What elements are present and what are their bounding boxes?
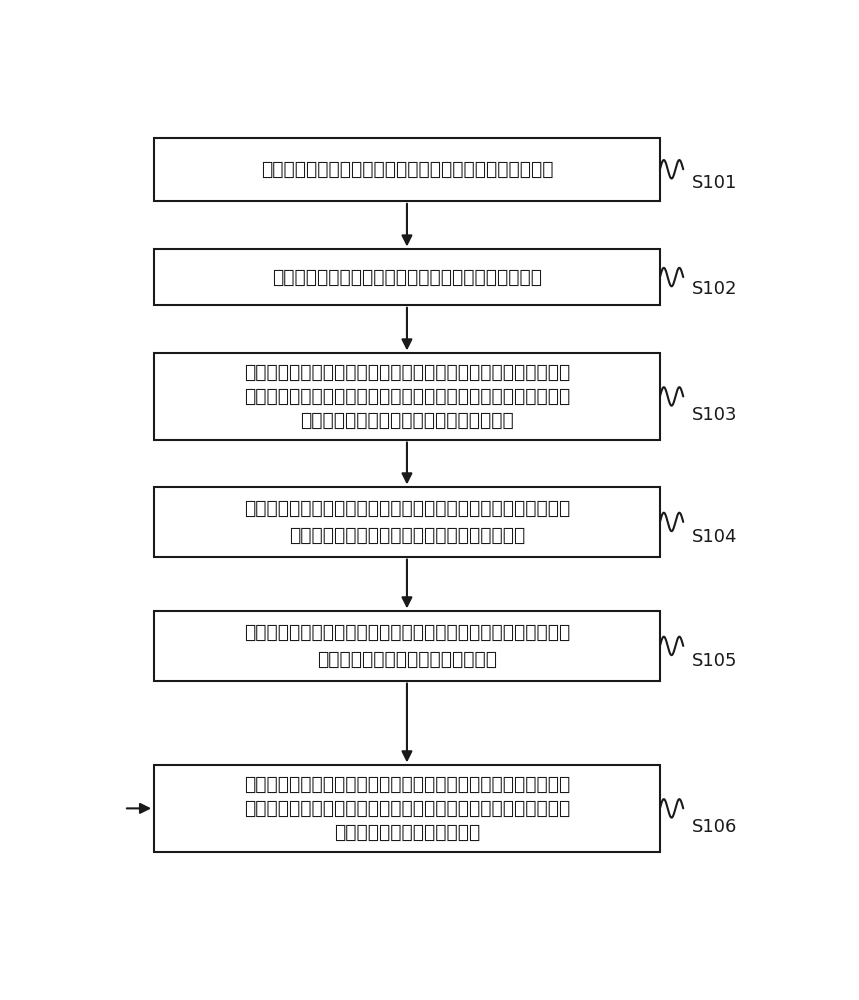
Text: S104: S104 bbox=[691, 528, 737, 546]
Bar bbox=[154, 249, 660, 305]
Text: 若所述车辆环境温度小于所述第二预设环境温度阈值，则进一步判: 若所述车辆环境温度小于所述第二预设环境温度阈值，则进一步判 bbox=[244, 499, 570, 518]
Bar bbox=[154, 487, 660, 557]
Bar bbox=[154, 765, 660, 852]
Text: 述车辆环境温度是否小于第二预设环境温度阈值，所述第二预设环: 述车辆环境温度是否小于第二预设环境温度阈值，所述第二预设环 bbox=[244, 387, 570, 406]
Text: 境温度阈值大于所述第一预设环境温度阈值: 境温度阈值大于所述第一预设环境温度阈值 bbox=[300, 411, 514, 430]
Text: 第二车速阈值，则控制所述电子风扇开启低速档模式，所述第二车: 第二车速阈值，则控制所述电子风扇开启低速档模式，所述第二车 bbox=[244, 799, 570, 818]
Text: S102: S102 bbox=[691, 280, 737, 298]
Text: 当空调处于制冷模式时，获取车辆环境温度和空调系统压力: 当空调处于制冷模式时，获取车辆环境温度和空调系统压力 bbox=[260, 160, 553, 179]
Text: 若所述空调系统压力小于所述第一预设压力阈值，且当前车速小于: 若所述空调系统压力小于所述第一预设压力阈值，且当前车速小于 bbox=[244, 775, 570, 794]
Text: 断所述空调系统压力是否小于第一预设压力阈值: 断所述空调系统压力是否小于第一预设压力阈值 bbox=[289, 526, 525, 545]
Text: S101: S101 bbox=[691, 174, 737, 192]
Text: 第一车速阈值，则关闭所述电子风扇: 第一车速阈值，则关闭所述电子风扇 bbox=[317, 650, 497, 669]
Bar bbox=[154, 353, 660, 440]
Bar bbox=[154, 611, 660, 681]
Text: 若所述车辆环境温度大于第一预设环境温度阈值，则进一步判断所: 若所述车辆环境温度大于第一预设环境温度阈值，则进一步判断所 bbox=[244, 363, 570, 382]
Bar bbox=[154, 138, 660, 201]
Text: S106: S106 bbox=[691, 818, 737, 836]
Text: 若所述空调系统压力小于所述第一预设压力阈值，且当前车速大于: 若所述空调系统压力小于所述第一预设压力阈值，且当前车速大于 bbox=[244, 623, 570, 642]
Text: 判断所述车辆环境温度是否大于第一预设环境温度阈值: 判断所述车辆环境温度是否大于第一预设环境温度阈值 bbox=[272, 268, 542, 287]
Text: 速阈值小于所述第一车速阈值: 速阈值小于所述第一车速阈值 bbox=[334, 823, 480, 842]
Text: S103: S103 bbox=[691, 406, 737, 424]
Text: S105: S105 bbox=[691, 652, 737, 670]
